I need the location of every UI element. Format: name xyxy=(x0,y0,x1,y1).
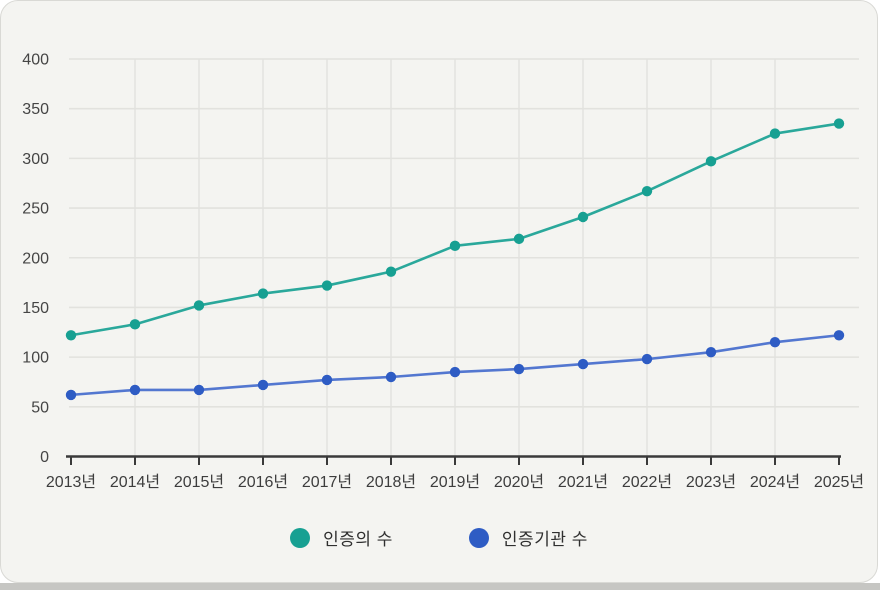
data-point-marker[interactable] xyxy=(641,353,653,365)
y-tick-label: 200 xyxy=(22,250,49,267)
data-point-marker[interactable] xyxy=(449,240,461,252)
data-point-marker[interactable] xyxy=(449,366,461,378)
y-tick-label: 400 xyxy=(22,52,49,69)
data-point-marker[interactable] xyxy=(833,330,845,341)
data-point-marker[interactable] xyxy=(577,211,589,223)
legend-item-cert-bodies[interactable]: 인증기관 수 xyxy=(468,525,588,550)
data-point-marker[interactable] xyxy=(833,118,845,129)
chart-area: 0 50 100 150 200 250 300 350 400 2013년 2014년 2015년 2… xyxy=(22,52,864,492)
data-point-marker[interactable] xyxy=(705,156,717,167)
y-tick-label: 250 xyxy=(22,201,49,218)
data-point-marker[interactable] xyxy=(321,374,333,386)
data-point-marker[interactable] xyxy=(769,337,781,348)
data-point-marker[interactable] xyxy=(257,379,269,391)
data-point-marker[interactable] xyxy=(65,389,77,401)
x-tick-label: 2019년 xyxy=(430,473,480,491)
data-point-marker[interactable] xyxy=(385,266,397,277)
data-point-marker[interactable] xyxy=(641,185,653,197)
data-point-marker[interactable] xyxy=(769,128,781,139)
x-tick-label: 2023년 xyxy=(686,473,736,491)
x-tick-label: 2018년 xyxy=(366,473,416,491)
chart-legend: 인증의 수 인증기관 수 xyxy=(1,525,877,550)
x-tick-label: 2022년 xyxy=(622,473,672,491)
data-point-marker[interactable] xyxy=(193,384,205,396)
data-point-marker[interactable] xyxy=(385,371,397,383)
data-point-marker[interactable] xyxy=(513,233,525,245)
x-tick-label: 2024년 xyxy=(750,473,800,491)
x-tick-label: 2021년 xyxy=(558,473,608,491)
x-tick-label: 2020년 xyxy=(494,473,544,491)
x-tick-label: 2025년 xyxy=(814,473,864,491)
x-tick-label: 2016년 xyxy=(238,473,288,491)
data-point-marker[interactable] xyxy=(65,330,77,341)
x-tick-label: 2013년 xyxy=(46,473,96,491)
y-tick-label: 350 xyxy=(22,101,49,118)
legend-marker-blue-icon xyxy=(468,527,489,548)
data-point-marker[interactable] xyxy=(577,358,589,370)
y-tick-label: 50 xyxy=(31,399,49,416)
data-point-marker[interactable] xyxy=(193,300,205,311)
x-tick-label: 2017년 xyxy=(302,473,352,491)
data-point-marker[interactable] xyxy=(129,319,141,330)
data-point-marker[interactable] xyxy=(513,363,525,375)
data-point-marker[interactable] xyxy=(257,288,269,299)
data-point-marker[interactable] xyxy=(129,384,141,396)
y-tick-label: 100 xyxy=(22,350,49,367)
data-point-marker[interactable] xyxy=(321,280,333,291)
y-tick-label: 0 xyxy=(40,449,49,466)
data-point-marker[interactable] xyxy=(705,346,717,358)
legend-item-certifications[interactable]: 인증의 수 xyxy=(290,525,393,550)
legend-label-cert-bodies: 인증기관 수 xyxy=(501,530,588,549)
x-tick-label: 2014년 xyxy=(110,473,160,491)
y-tick-label: 150 xyxy=(22,300,49,317)
page-bottom-edge xyxy=(0,583,880,590)
legend-label-certifications: 인증의 수 xyxy=(323,530,393,549)
y-tick-label: 300 xyxy=(22,151,49,168)
legend-marker-teal-icon xyxy=(290,527,311,548)
x-tick-label: 2015년 xyxy=(174,473,224,491)
